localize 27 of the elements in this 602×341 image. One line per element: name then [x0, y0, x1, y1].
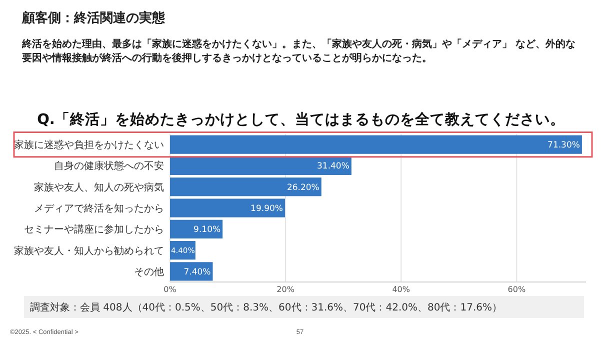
- text: 顧客側：終活関連の実態: [21, 10, 166, 26]
- y-tick-label: メディアで終活を知ったから: [34, 202, 164, 214]
- x-tick-label: 40%: [392, 285, 410, 294]
- y-tick-label: 自身の健康状態への不安: [54, 160, 164, 172]
- data-label: 31.40%: [317, 162, 350, 172]
- y-tick-label: 家族や友人、知人の死や病気: [34, 181, 164, 194]
- bar: [170, 178, 322, 196]
- text: 終活を始めた理由、最多は「家族に迷惑をかけたくない」。また、「家族や友人の死・病気」や「メディア」 など、外的な要因や情報接触が終活への行動を後押しするきっかけとなっていることが明らかになった。: [22, 38, 576, 66]
- y-tick-label: 家族や友人・知人から勧められて: [14, 244, 164, 257]
- y-tick-label: その他: [134, 266, 164, 278]
- x-tick-label: 0%: [164, 285, 177, 294]
- data-label: 9.10%: [194, 225, 221, 236]
- bar: [170, 198, 285, 218]
- y-tick-label: セミナーや講座に参加したから: [24, 224, 164, 236]
- chart-title: Q.「終活」を始めたきっかけとして、当てはまるものを全て教えてください。: [37, 111, 565, 128]
- text: 調査対象：会員 408人（40代：0.5%、50代：8.3%、60代：31.6%、70代：42.0%、80代：17.6%）: [30, 302, 502, 314]
- data-label: 26.20%: [286, 182, 320, 193]
- data-label: 19.90%: [250, 204, 283, 214]
- bar: [170, 262, 213, 281]
- data-label: 71.30%: [548, 140, 580, 151]
- data-label: 7.40%: [184, 267, 211, 278]
- bar: [170, 220, 223, 238]
- x-tick-label: 20%: [276, 285, 295, 294]
- y-tick-label: 家族に迷惑や負担をかけたくない: [14, 139, 164, 152]
- x-tick-label: 60%: [508, 285, 526, 294]
- bar: [170, 135, 582, 154]
- bar: [170, 156, 352, 176]
